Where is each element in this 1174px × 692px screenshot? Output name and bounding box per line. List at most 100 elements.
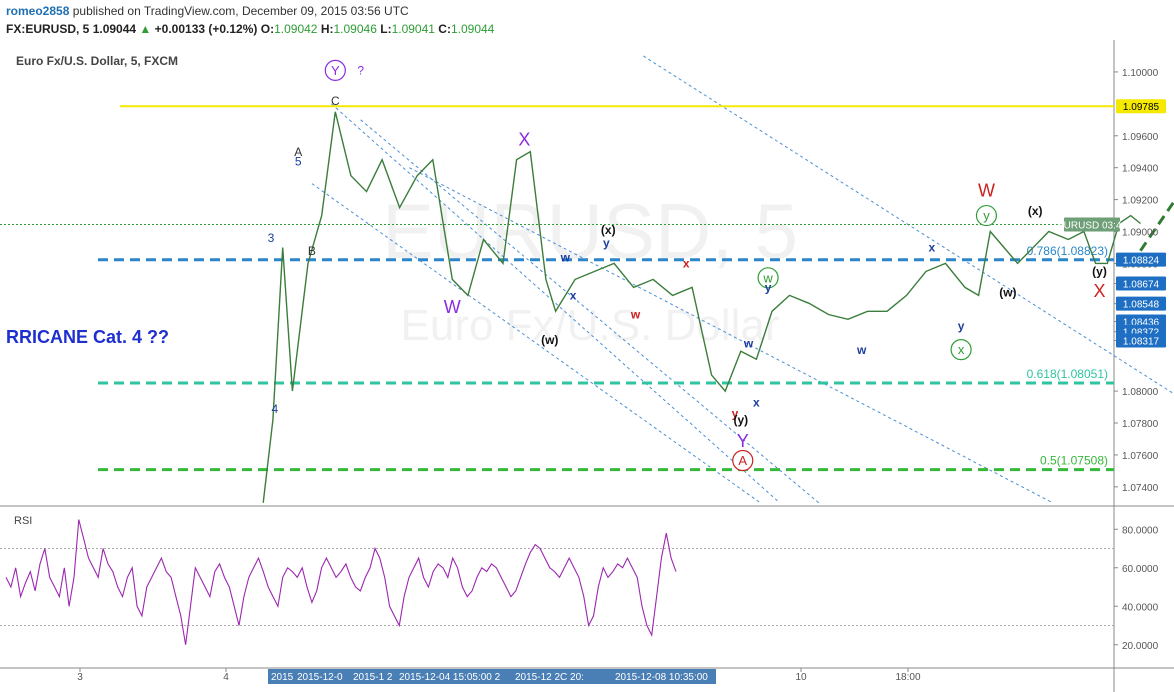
time-tag-label: 2015-12 2C 20: [515,672,584,683]
rsi-line [5,519,677,645]
wave-circle [950,339,972,361]
time-tag-label: 2015-12-04 15:05:00 2 [399,672,501,683]
wave-label: (y) [733,413,748,427]
time-tag-label: 2015 [271,672,294,683]
level-label: 0.5(1.07508) [1040,454,1108,468]
wave-label: y [732,407,739,421]
wave-label: y [958,319,965,333]
wave-label: X [1094,281,1106,301]
watermark-name: Euro Fx/U.S. Dollar [401,301,780,350]
y-tick-label: 1.09000 [1122,228,1159,239]
rsi-pane: RSI [0,515,1114,645]
price-tag-label: 1.08548 [1123,300,1160,311]
close-value: 1.09044 [450,22,495,36]
wave-label: W [444,297,461,317]
time-tag [268,669,294,684]
wave-label: x [929,241,936,255]
wave-label: 3 [268,231,275,245]
price-tag [1116,333,1166,348]
level-label: 0.786(1.08823) [1027,244,1108,258]
price-change: +0.00133 (+0.12%) [154,22,258,36]
wave-label: W [978,180,995,200]
wave-label: w [856,343,867,357]
price-tag-label: 1.08317 [1123,337,1160,348]
wave-label: y [603,236,610,250]
time-tag-label: 2015-12-08 10:35:00 [615,672,708,683]
wave-label: w [743,336,754,350]
channel-line [311,183,761,504]
publish-line: romeo2858 published on TradingView.com, … [6,4,409,18]
price-tag-label: 1.08436 [1123,318,1160,329]
main-pane: Euro Fx/U.S. Dollar, 5, FXCM 0.786(1.0882… [0,54,1174,504]
wave-label: 4 [272,402,279,416]
wave-circle [975,204,998,227]
time-tag-label: 2015-12-0 [297,672,343,683]
wave-label: (w) [541,333,558,347]
wave-label: y [765,281,772,295]
price-tag-label: 1.08674 [1123,280,1160,291]
wave-label: Y [331,63,340,78]
price-tag [1116,99,1166,114]
wave-label: w [762,270,773,285]
ohlc-line: FX:EURUSD, 5 1.09044 ▲ +0.00133 (+0.12%)… [6,22,494,36]
level-label: 0.618(1.08051) [1027,367,1108,381]
rsi-tick-label: 40.0000 [1122,602,1159,613]
x-tick-label: 3 [77,672,83,683]
wave-label: ? [357,64,364,78]
channel-line [331,103,781,504]
wave-label: y [983,208,990,223]
wave-label: A [738,453,747,468]
wave-circle [324,59,346,81]
x-tick-label: 4 [223,672,229,683]
price-tag-label: EURUSD 03:40 [1057,220,1127,231]
close-label: C: [438,22,451,36]
wave-label: Y [737,431,749,451]
price-tag [1116,252,1166,267]
price-tag [1116,296,1166,311]
price-line [262,111,1141,503]
price-tag [1064,217,1120,232]
wave-circle [732,449,754,472]
side-annotation: RRICANE Cat. 4 ?? [6,327,169,347]
y-tick-label: 1.08000 [1122,387,1159,398]
chart-title: Euro Fx/U.S. Dollar, 5, FXCM [16,54,178,68]
y-tick-label: 1.07400 [1122,483,1159,494]
time-tag [294,669,350,684]
x-tick-label: 10 [795,672,807,683]
symbol-label[interactable]: FX:EURUSD, 5 [6,22,90,36]
wave-label: w [560,250,571,264]
wave-circle [757,267,779,289]
wave-label: B [308,244,316,258]
high-value: 1.09046 [333,22,377,36]
wave-label: x [753,395,760,409]
high-label: H: [320,22,334,36]
y-tick-label: 1.09400 [1122,164,1159,175]
time-tag [512,669,612,684]
price-tag-label: 1.08824 [1123,256,1160,267]
y-tick-label: 1.09200 [1122,196,1159,207]
up-arrow-icon: ▲ [139,22,152,36]
chart-header: romeo2858 published on TradingView.com, … [0,0,1174,40]
price-tag-label: 1.09785 [1123,102,1160,113]
rsi-title: RSI [14,515,32,527]
y-tick-label: 1.10000 [1122,68,1159,79]
wave-label: A [294,145,302,159]
y-tick-label: 1.07800 [1122,419,1159,430]
wave-label: X [518,129,530,149]
wave-label: C [331,94,340,108]
low-label: L: [380,22,392,36]
wave-label: (w) [999,285,1016,299]
rsi-tick-label: 80.0000 [1122,525,1159,536]
rsi-tick-label: 20.0000 [1122,641,1159,652]
wave-label: x [570,289,577,303]
wave-label: x [958,342,965,357]
author-link[interactable]: romeo2858 [6,4,70,18]
open-label: O: [260,22,275,36]
x-tick-label: 18:00 [895,672,920,683]
wave-label: x [683,257,690,271]
wave-label: (y) [1092,265,1107,279]
price-tag [1116,276,1166,291]
channel-line [409,167,1053,504]
wave-label: w [630,308,641,322]
